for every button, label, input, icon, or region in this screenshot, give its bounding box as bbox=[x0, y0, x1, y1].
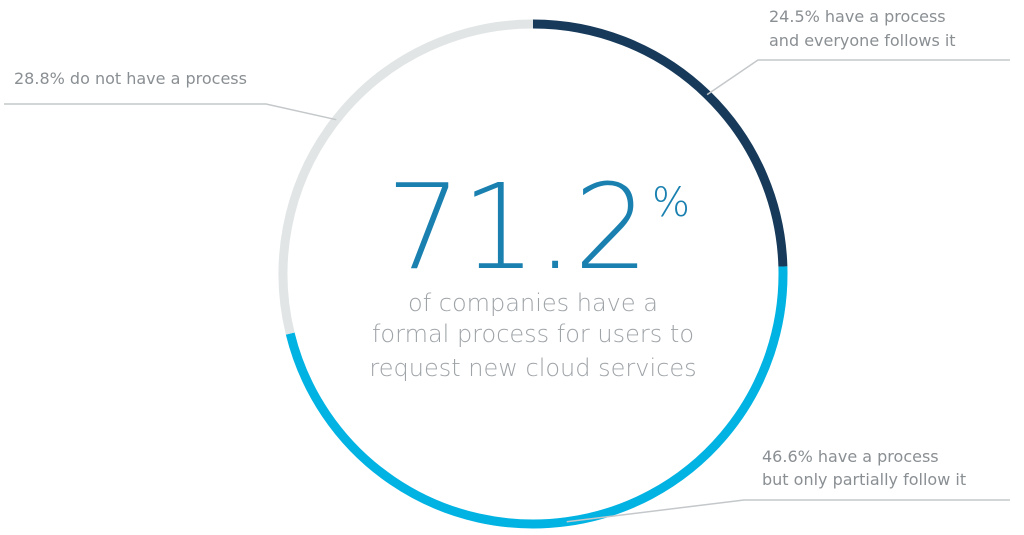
center-description-line-2: formal process for users to bbox=[372, 320, 694, 348]
callout-slice-2-line-2: but only partially follow it bbox=[762, 470, 966, 489]
center-value-suffix: % bbox=[652, 180, 690, 226]
callout-slice-2-line-1: 46.6% have a process bbox=[762, 447, 939, 466]
center-stat: 71.2 % bbox=[386, 158, 690, 296]
callout-slice-1-line-2: and everyone follows it bbox=[769, 31, 956, 50]
center-description-line-1: of companies have a bbox=[408, 289, 658, 317]
leader-line-slice-2 bbox=[566, 499, 1010, 523]
donut-slice-no-process bbox=[278, 19, 534, 335]
callout-slice-3-line-1: 28.8% do not have a process bbox=[14, 69, 247, 88]
center-description: of companies have a formal process for u… bbox=[369, 289, 696, 382]
leader-lines bbox=[4, 59, 1010, 523]
leader-line-slice-3 bbox=[4, 103, 337, 121]
center-value: 71.2 bbox=[386, 158, 649, 296]
leader-line-slice-1 bbox=[706, 59, 1010, 96]
callout-slice-3: 28.8% do not have a process bbox=[14, 69, 247, 88]
callout-slice-1: 24.5% have a process and everyone follow… bbox=[769, 7, 956, 50]
callout-slice-2: 46.6% have a process but only partially … bbox=[762, 447, 966, 489]
center-description-line-3: request new cloud services bbox=[369, 354, 696, 382]
callout-slice-1-line-1: 24.5% have a process bbox=[769, 7, 946, 26]
